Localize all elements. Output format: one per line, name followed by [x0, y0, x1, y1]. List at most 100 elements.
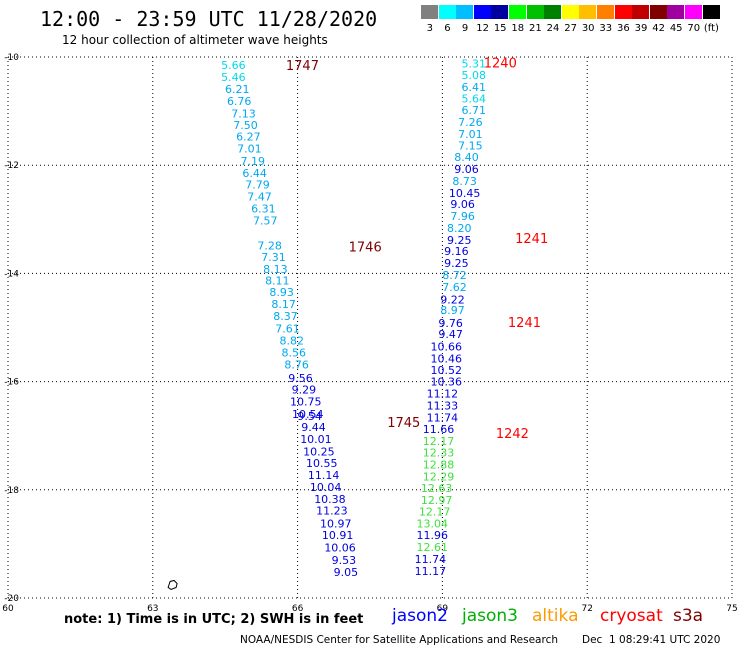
- wave-height-value: 10.06: [324, 542, 356, 555]
- y-tick-label: -12: [4, 161, 19, 171]
- wave-height-value: 7.62: [442, 281, 467, 294]
- wave-height-value: 9.56: [288, 372, 313, 385]
- wave-height-value: 11.23: [316, 504, 348, 517]
- wave-height-value: 5.66: [221, 59, 246, 72]
- wave-height-value: 11.17: [415, 565, 447, 578]
- legend-label: 39: [634, 23, 648, 34]
- y-tick-label: -16: [4, 378, 19, 388]
- wave-height-plot: 60 63 66 69 72 75-10-12-14-16-18-205.665.466.…: [2, 53, 737, 612]
- wave-height-value: 11.33: [427, 399, 459, 412]
- credit-line: NOAA/NESDIS Center for Satellite Applica…: [240, 634, 558, 646]
- wave-height-value: 7.47: [247, 191, 272, 204]
- legend-swatch: [597, 5, 614, 19]
- wave-height-value: 12.97: [421, 494, 453, 507]
- wave-height-value: 5.64: [462, 93, 487, 106]
- wave-height-value: 9.06: [454, 163, 479, 176]
- track-time-label: 1747: [286, 59, 319, 74]
- legend-label: 6: [444, 23, 451, 34]
- track-time-label: 1240: [484, 56, 517, 71]
- wave-height-value: 11.14: [308, 469, 340, 482]
- wave-height-value: 12.29: [423, 470, 455, 483]
- wave-height-value: 6.71: [462, 104, 487, 117]
- wave-height-value: 9.22: [440, 293, 465, 306]
- wave-height-value: 5.08: [462, 69, 487, 82]
- wave-height-value: 7.50: [233, 119, 258, 132]
- wave-height-value: 5.31: [462, 57, 487, 70]
- legend-label: 42: [652, 23, 665, 34]
- wave-height-value: 10.04: [310, 481, 342, 494]
- wave-height-value: 7.01: [458, 128, 483, 141]
- wave-height-value: 10.55: [306, 457, 338, 470]
- y-tick-label: -20: [4, 594, 19, 604]
- satellite-altika: altika: [532, 606, 579, 626]
- wave-height-value: 9.29: [292, 384, 317, 397]
- wave-height-value: 7.31: [261, 251, 286, 264]
- legend-label: 70: [687, 23, 701, 34]
- wave-height-value: 10.91: [322, 529, 354, 542]
- wave-height-value: 6.27: [236, 131, 261, 144]
- wave-height-value: 11.74: [415, 553, 447, 566]
- legend-swatch: [632, 5, 650, 19]
- footer-note: note: 1) Time is in UTC; 2) SWH is in fe…: [64, 612, 364, 627]
- track-time-label: 1242: [496, 427, 529, 442]
- wave-height-value: 10.01: [300, 433, 332, 446]
- wave-height-value: 9.25: [447, 234, 472, 247]
- wave-height-value: 7.19: [240, 155, 265, 168]
- legend-swatch: [526, 5, 544, 19]
- legend-swatch: [438, 5, 456, 19]
- wave-height-value: 8.37: [273, 310, 298, 323]
- satellite-jason3: jason3: [462, 606, 518, 626]
- track-time-label: 1745: [387, 416, 420, 431]
- wave-height-value: 9.54: [297, 410, 322, 423]
- x-tick-label: 60: [2, 604, 14, 612]
- wave-height-value: 6.31: [251, 202, 276, 215]
- legend-swatch: [614, 5, 632, 19]
- track-time-label: 1241: [515, 232, 548, 247]
- legend-label: 27: [564, 23, 577, 34]
- legend-swatch: [473, 5, 491, 19]
- wave-height-value: 7.13: [231, 107, 256, 120]
- legend-swatch: [421, 5, 438, 19]
- x-tick-label: 69: [437, 604, 449, 612]
- wave-height-value: 8.73: [452, 175, 477, 188]
- legend-label: 3: [426, 23, 433, 34]
- y-tick-label: -18: [4, 486, 19, 496]
- wave-height-value: 11.12: [427, 388, 459, 401]
- legend-label: 30: [581, 23, 595, 34]
- wave-height-value: 7.61: [275, 323, 300, 336]
- wave-height-value: 8.40: [454, 151, 479, 164]
- wave-height-value: 10.75: [290, 396, 322, 409]
- wave-height-value: 8.56: [281, 346, 306, 359]
- track-time-label: 1241: [508, 316, 541, 331]
- wave-height-value: 7.26: [458, 116, 483, 129]
- wave-height-value: 10.97: [320, 517, 352, 530]
- wave-height-value: 8.97: [440, 304, 465, 317]
- legend-label: 18: [511, 23, 525, 34]
- wave-height-value: 9.05: [334, 566, 359, 579]
- generation-timestamp: Dec 1 08:29:41 UTC 2020: [582, 634, 721, 646]
- wave-height-value: 12.61: [417, 541, 449, 554]
- legend-label: 9: [461, 23, 469, 34]
- wave-height-value: 10.36: [431, 376, 463, 389]
- wave-height-value: 10.25: [303, 445, 335, 458]
- wave-height-value: 12.17: [423, 435, 455, 448]
- legend-label: (ft): [703, 23, 719, 34]
- wave-height-value: 5.46: [221, 71, 246, 84]
- wave-height-value: 10.66: [431, 340, 463, 353]
- satellite-cryosat: cryosat: [600, 606, 663, 626]
- wave-height-value: 7.57: [253, 214, 278, 227]
- satellite-jason2: jason2: [392, 606, 448, 626]
- wave-height-value: 12.63: [421, 482, 453, 495]
- wave-height-value: 8.11: [265, 274, 290, 287]
- wave-height-value: 13.04: [417, 517, 449, 530]
- wave-height-value: 6.41: [462, 81, 487, 94]
- wave-height-value: 11.66: [423, 423, 455, 436]
- wave-height-value: 8.72: [442, 269, 467, 282]
- legend-swatch: [456, 5, 474, 19]
- legend-swatch: [649, 5, 667, 19]
- wave-height-value: 10.54: [292, 408, 324, 421]
- wave-height-value: 9.76: [438, 317, 463, 330]
- wave-height-value: 8.17: [271, 298, 296, 311]
- wave-height-value: 8.20: [447, 222, 472, 235]
